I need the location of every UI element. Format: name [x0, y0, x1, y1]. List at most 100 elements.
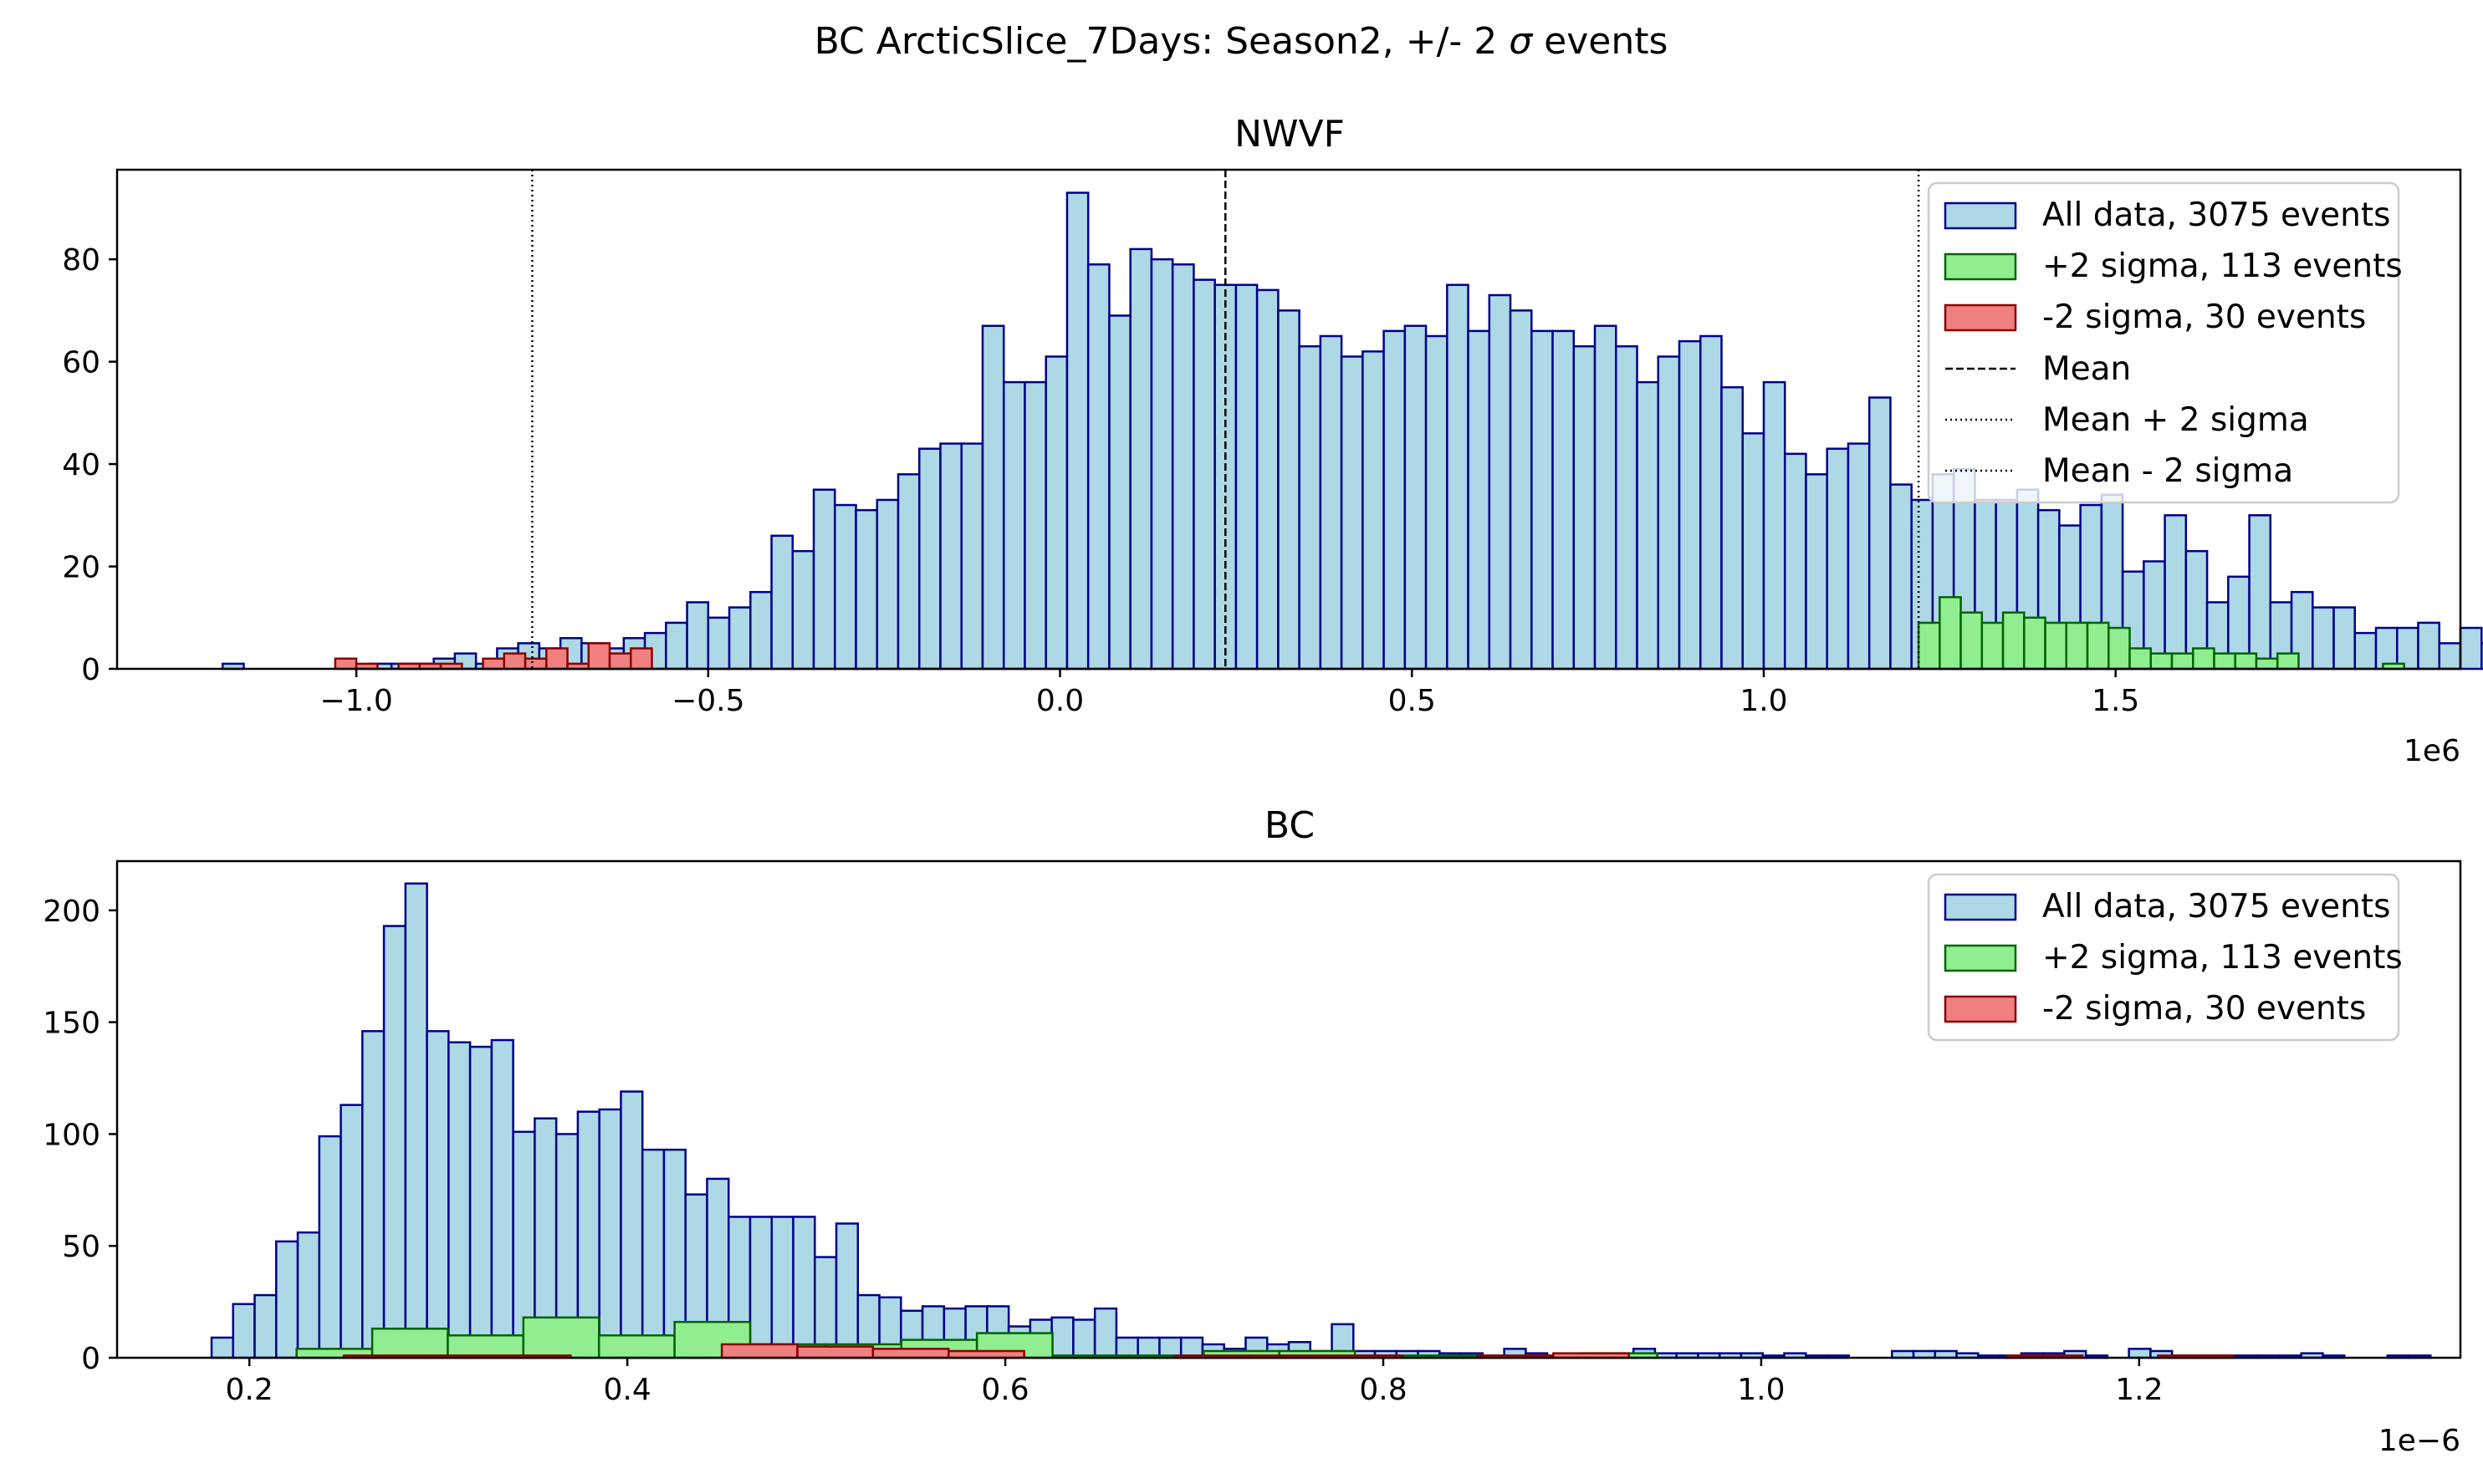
panel-bc-ticks: 0.2 0.4 0.6 0.8 1.0 1.2 0 50 100 150 200	[43, 895, 2163, 1407]
bar-all	[2353, 631, 2378, 671]
bar-all	[2480, 642, 2483, 671]
bar-plus	[2192, 647, 2215, 671]
bar-minus	[608, 652, 632, 671]
bar-all	[1093, 1307, 1118, 1359]
bar-minus	[545, 647, 569, 671]
bar-all	[1193, 278, 1216, 671]
bar-all	[1572, 345, 1597, 671]
bar-all	[1805, 473, 1828, 671]
legend-label-minus: -2 sigma, 30 events	[2042, 298, 2366, 336]
bar-all	[897, 473, 921, 671]
bar-plus	[2128, 647, 2153, 671]
legend-frame	[1927, 181, 2400, 504]
bar-all	[939, 442, 963, 671]
bar-plus	[1980, 621, 2005, 671]
bar-all	[855, 508, 879, 671]
legend-label-mean-plus: Mean + 2 sigma	[2042, 401, 2309, 439]
x-tick-label: 0.0	[1036, 684, 1084, 718]
bar-all	[834, 503, 857, 671]
bar-all	[447, 1041, 472, 1359]
bar-all	[770, 1216, 794, 1359]
bar-all	[1446, 283, 1469, 671]
panel-nwvf-title: NWVF	[1234, 113, 1345, 156]
bar-all	[1615, 345, 1638, 671]
bar-all	[1319, 334, 1343, 671]
y-tick-label: 80	[62, 243, 100, 278]
legend-label-plus: +2 sigma, 113 events	[2042, 247, 2403, 285]
bar-all	[1403, 324, 1428, 671]
bar-minus	[482, 657, 506, 671]
legend-label-all: All data, 3075 events	[2042, 196, 2390, 234]
bar-all	[641, 1148, 666, 1359]
y-tick-label: 200	[43, 895, 100, 929]
y-tick-label: 20	[62, 551, 100, 585]
legend-label-mean-minus: Mean - 2 sigma	[2042, 452, 2293, 490]
bar-all	[686, 601, 710, 671]
bar-all	[1678, 339, 1702, 671]
bar-all	[426, 1030, 450, 1359]
legend-swatch-all	[1944, 893, 2017, 921]
x-tick-label: 1.5	[2092, 684, 2139, 718]
bar-plus	[1917, 621, 1941, 671]
legend-frame	[1927, 873, 2400, 1042]
bar-all	[1115, 1336, 1139, 1359]
bar-all	[1108, 314, 1132, 671]
bar-all	[468, 1045, 493, 1359]
bar-all	[728, 606, 752, 671]
bar-minus	[587, 642, 611, 671]
x-tick-label: −1.0	[319, 684, 392, 718]
bar-all	[253, 1293, 278, 1359]
legend-swatch-minus	[1944, 995, 2017, 1023]
x-tick-label: 1.0	[1740, 684, 1787, 718]
y-tick-label: 60	[62, 346, 100, 380]
bar-plus	[1939, 596, 1962, 671]
bar-all	[1382, 329, 1407, 671]
bar-all	[1783, 452, 1807, 671]
y-tick-label: 0	[81, 653, 100, 687]
bar-all	[1072, 1318, 1096, 1359]
bar-all	[1720, 385, 1744, 671]
panel-nwvf-offset-label: 1e6	[2404, 734, 2460, 768]
bar-plus	[2149, 652, 2174, 671]
bar-all	[1137, 1336, 1161, 1359]
x-tick-label: 1.0	[1737, 1373, 1785, 1407]
bar-plus	[522, 1316, 600, 1359]
bar-all	[232, 1303, 256, 1359]
legend-swatch-minus	[1944, 303, 2017, 332]
bar-all	[1050, 1316, 1075, 1359]
bar-all	[2164, 514, 2188, 671]
bar-all	[1636, 380, 1660, 671]
y-tick-label: 0	[81, 1342, 100, 1376]
bar-plus	[2234, 652, 2258, 671]
bar-minus	[796, 1345, 875, 1359]
legend-label-all: All data, 3075 events	[2042, 888, 2390, 926]
bar-all	[1741, 432, 1765, 671]
x-tick-label: 1.2	[2115, 1373, 2163, 1407]
bar-all	[296, 1231, 321, 1359]
bar-plus	[2001, 611, 2026, 671]
bar-all	[1509, 309, 1533, 671]
bar-all	[1657, 355, 1681, 671]
panel-nwvf: NWVF −1.0 −0.5 0.0 0.5 1.0 1.5 0 20 40 60 80 1e6 A…	[62, 113, 2483, 768]
bar-all	[1045, 355, 1069, 671]
figure-suptitle: BC ArcticSlice_7Days: Season2, +/- 2 σ e…	[815, 20, 1668, 63]
bar-all	[707, 616, 731, 671]
bar-all	[1362, 350, 1385, 671]
bar-all	[1847, 442, 1871, 671]
bar-plus	[2170, 652, 2194, 671]
bar-all	[792, 1216, 816, 1359]
bar-all	[876, 498, 900, 671]
bar-all	[1150, 258, 1174, 671]
panel-bc-legend: All data, 3075 events +2 sigma, 113 even…	[1927, 873, 2403, 1042]
legend-label-plus: +2 sigma, 113 events	[2042, 939, 2403, 977]
y-tick-label: 100	[43, 1118, 100, 1152]
bar-plus	[2107, 626, 2131, 671]
y-tick-label: 40	[62, 448, 100, 482]
bar-all	[1340, 355, 1364, 671]
bar-all	[2438, 642, 2462, 671]
x-tick-label: 0.6	[981, 1373, 1029, 1407]
panel-bc-title: BC	[1264, 804, 1315, 847]
panel-bc-offset-label: 1e−6	[2378, 1424, 2460, 1458]
bar-all	[1255, 288, 1280, 671]
